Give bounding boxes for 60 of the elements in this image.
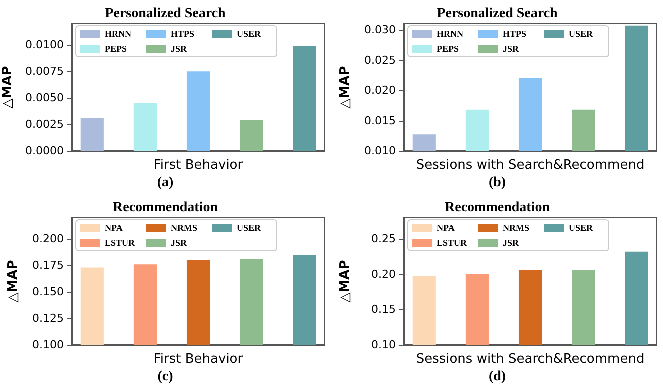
bar	[134, 103, 157, 151]
text: (b)	[488, 176, 506, 190]
legend-label: HTPS	[171, 29, 195, 39]
x-tick-label: Sessions with Search&Recommend	[416, 352, 645, 367]
legend-label: NRMS	[503, 223, 530, 233]
y-tick-label: 0.0075	[26, 65, 64, 78]
bar	[186, 72, 210, 151]
y-tick-label: 0.125	[32, 312, 64, 326]
legend-label: USER	[237, 223, 262, 233]
legend-label: LSTUR	[105, 238, 136, 248]
legend-label: HTPS	[503, 29, 527, 39]
legend-label: HRNN	[105, 29, 132, 39]
y-axis-title: △MAP	[6, 260, 21, 303]
y-tick-label: 0.15	[372, 303, 396, 316]
legend-label: USER	[237, 29, 262, 39]
legend-label: JSR	[503, 238, 520, 248]
chart-title: Recommendation	[445, 200, 550, 216]
y-axis-title: △MAP	[0, 66, 16, 109]
text: (a)	[157, 176, 174, 190]
legend-label: NRMS	[171, 223, 198, 233]
bar	[240, 120, 264, 151]
legend-label: USER	[569, 223, 594, 233]
y-tick-label: 0.100	[32, 338, 64, 352]
y-tick-label: 0.0100	[26, 38, 64, 52]
legend-label: PEPS	[105, 44, 128, 54]
y-tick-label: 0.025	[364, 54, 396, 67]
text: (c)	[158, 370, 174, 384]
y-axis-title: △MAP	[338, 66, 353, 109]
y-axis-title: △MAP	[338, 260, 353, 303]
y-tick-label: 0.10	[372, 338, 396, 352]
legend-label: HRNN	[437, 29, 464, 39]
legend-label: NPA	[437, 223, 456, 233]
y-tick-label: 0.200	[32, 232, 64, 246]
y-tick-label: 0.010	[364, 144, 396, 158]
bar	[293, 46, 316, 151]
chart-title: Recommendation	[113, 200, 218, 216]
text: (d)	[488, 370, 506, 384]
y-tick-label: 0.015	[364, 114, 396, 128]
x-tick-label: First Behavior	[154, 352, 244, 367]
chart-title: Personalized Search	[105, 6, 226, 22]
y-tick-label: 0.20	[372, 268, 396, 281]
legend-label: JSR	[171, 238, 188, 248]
y-tick-label: 0.150	[32, 286, 64, 299]
y-tick-label: 0.0025	[26, 118, 64, 132]
x-tick-label: First Behavior	[154, 158, 244, 173]
y-tick-label: 0.030	[364, 24, 396, 37]
legend-label: JSR	[171, 44, 188, 54]
legend-label: JSR	[503, 44, 520, 54]
y-tick-label: 0.0050	[26, 92, 64, 105]
y-tick-label: 0.0000	[26, 144, 64, 158]
y-tick-label: 0.020	[364, 84, 396, 98]
bar	[80, 118, 104, 151]
y-tick-label: 0.175	[32, 259, 64, 272]
legend-label: USER	[569, 29, 594, 39]
legend-label: PEPS	[437, 44, 460, 54]
x-tick-label: Sessions with Search&Recommend	[416, 158, 645, 173]
chart-title: Personalized Search	[437, 6, 558, 22]
y-tick-label: 0.25	[372, 232, 396, 246]
legend-label: NPA	[105, 223, 124, 233]
legend-label: LSTUR	[437, 238, 468, 248]
